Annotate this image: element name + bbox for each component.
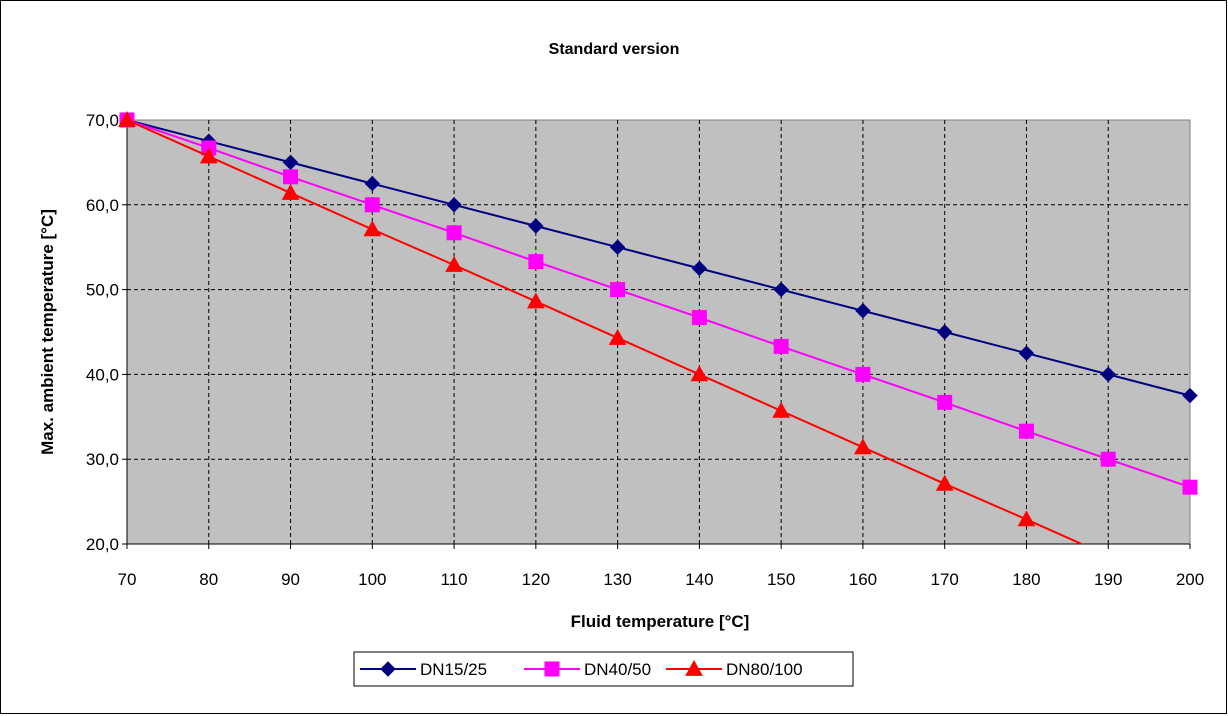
x-tick-label: 130 [603, 570, 631, 589]
data-point [855, 366, 871, 382]
legend-box [353, 651, 854, 687]
x-tick-label: 70 [118, 570, 137, 589]
data-point [691, 260, 708, 277]
legend-label: DN80/100 [726, 660, 803, 679]
data-point [118, 110, 136, 127]
data-point [609, 239, 626, 255]
y-tick-label: 70,0 [86, 111, 119, 130]
data-point [937, 394, 953, 410]
y-tick-label: 30,0 [86, 450, 119, 469]
data-point [690, 365, 709, 382]
data-point [773, 281, 789, 298]
y-tick-label: 60,0 [86, 196, 119, 215]
data-point [281, 183, 300, 200]
legend: DN15/25 DN40/50 DN80/100 [353, 651, 854, 687]
x-tick-label: 110 [441, 570, 468, 589]
chart-title: Standard version [549, 41, 680, 58]
x-tick-label: 190 [1094, 570, 1122, 589]
data-point [445, 255, 463, 272]
data-point [528, 218, 544, 234]
data-point [1182, 479, 1198, 495]
x-tick-label: 170 [931, 570, 959, 589]
data-point [1017, 510, 1036, 527]
x-tick-label: 180 [1012, 570, 1040, 589]
legend-marker [380, 661, 396, 677]
data-point [1018, 345, 1035, 361]
data-point [528, 254, 544, 270]
data-point [935, 474, 954, 491]
data-point [199, 147, 218, 164]
data-point [691, 310, 707, 326]
x-tick-label: 90 [281, 570, 300, 589]
data-point [772, 401, 791, 418]
y-tick-label: 50,0 [86, 281, 119, 300]
x-tick-label: 80 [199, 570, 218, 589]
y-axis-label: Max. ambient temperature [°C] [38, 209, 57, 455]
x-tick-label: 140 [685, 570, 713, 589]
data-point [1100, 366, 1116, 383]
x-tick-label: 150 [767, 570, 795, 589]
y-tick-label: 20,0 [86, 535, 119, 554]
data-point [1018, 423, 1034, 439]
series-line [126, 119, 1191, 397]
series-line [126, 119, 1191, 489]
data-point [363, 220, 382, 237]
plot-area: 70 80 90 100 110 120 130 140 150 160 170 180 190 200 7… [86, 110, 1204, 589]
series-line [126, 119, 1085, 544]
data-point [364, 175, 381, 192]
x-tick-label: 120 [522, 570, 550, 589]
data-point [283, 169, 299, 185]
x-axis-label: Fluid temperature [°C] [571, 612, 750, 631]
legend-label: DN15/25 [420, 660, 487, 679]
legend-marker [685, 659, 703, 676]
legend-marker [544, 661, 560, 677]
plot-background [126, 119, 1191, 545]
x-tick-label: 100 [358, 570, 386, 589]
x-tick-label: 160 [849, 570, 877, 589]
data-point [364, 197, 380, 213]
legend-label: DN40/50 [584, 660, 651, 679]
y-tick-label: 40,0 [86, 365, 119, 384]
data-point [854, 438, 872, 455]
data-point [1182, 387, 1198, 404]
data-point [446, 197, 462, 213]
data-point [855, 303, 871, 319]
data-point [773, 338, 789, 354]
series-dn80-100 [118, 110, 1085, 544]
data-point [936, 324, 953, 340]
data-point [1100, 451, 1116, 467]
data-point [610, 282, 626, 298]
x-tick-label: 200 [1176, 570, 1204, 589]
data-point [608, 328, 627, 345]
data-point [526, 292, 545, 309]
data-point [446, 225, 462, 241]
